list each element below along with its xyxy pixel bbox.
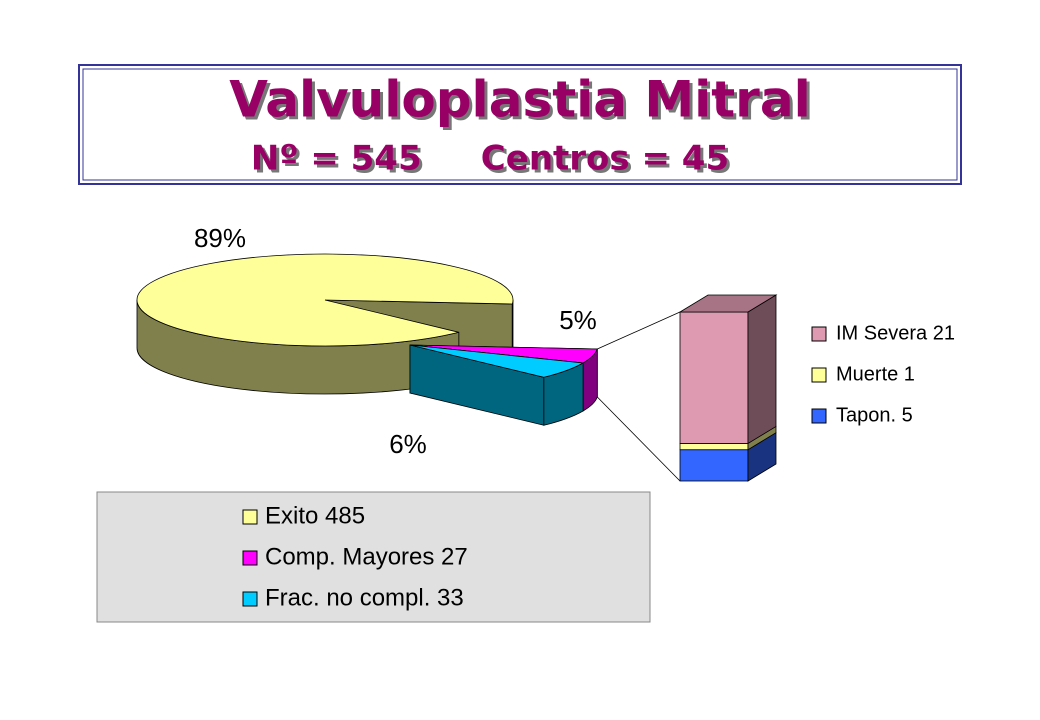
legend-swatch <box>811 367 827 383</box>
legend-swatch <box>242 509 258 525</box>
title-box-inner <box>82 68 958 181</box>
legend-swatch <box>242 550 258 566</box>
pie-slice <box>136 253 514 347</box>
bar-segment <box>679 443 749 451</box>
pie-value-label: 6% <box>389 429 427 459</box>
legend-label: Frac. no compl. 33 <box>265 584 464 611</box>
legend-label: Muerte 1 <box>836 363 915 385</box>
legend-label: IM Severa 21 <box>836 322 955 344</box>
pie-legend-box <box>96 491 651 623</box>
connector-line <box>597 311 681 350</box>
connector-line <box>596 396 681 482</box>
legend-swatch <box>242 591 258 607</box>
chart-title: Valvuloplastia Mitral <box>229 71 810 129</box>
legend-swatch <box>811 408 827 424</box>
legend-label: Comp. Mayores 27 <box>265 543 468 570</box>
bar-segment <box>679 311 749 444</box>
bar-segment <box>679 449 749 482</box>
legend-label: Tapon. 5 <box>836 404 913 426</box>
legend-label: Exito 485 <box>265 502 365 529</box>
pie-slice-side <box>511 299 514 353</box>
chart-subtitle: Nº = 545 Centros = 45 <box>251 139 729 179</box>
pie-slice <box>409 344 585 378</box>
legend-swatch <box>811 326 827 342</box>
title-box <box>78 64 962 185</box>
bar-segment-side <box>747 294 777 445</box>
bar-segment-top <box>678 294 778 313</box>
pie-value-label: 5% <box>559 305 597 335</box>
pie-value-label: 89% <box>194 223 246 253</box>
